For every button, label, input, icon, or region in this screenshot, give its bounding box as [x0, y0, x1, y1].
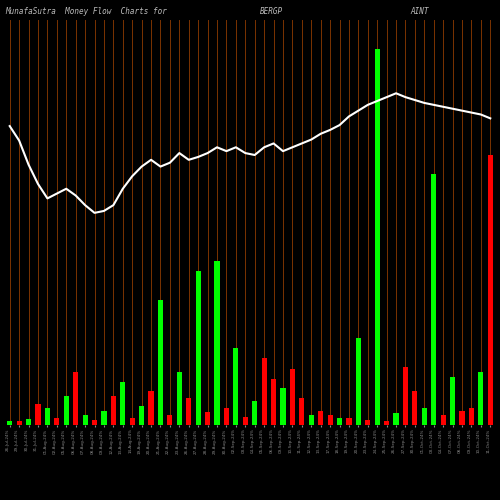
Bar: [139, 406, 144, 425]
Bar: [469, 408, 474, 425]
Bar: [271, 378, 276, 425]
Bar: [36, 404, 41, 425]
Bar: [148, 391, 154, 425]
Bar: [158, 300, 163, 425]
Bar: [92, 420, 97, 425]
Bar: [450, 377, 455, 425]
Bar: [356, 338, 361, 425]
Bar: [16, 421, 21, 425]
Bar: [431, 174, 436, 425]
Bar: [460, 410, 464, 425]
Bar: [176, 372, 182, 425]
Bar: [440, 416, 446, 425]
Bar: [488, 155, 493, 425]
Bar: [196, 270, 201, 425]
Bar: [422, 408, 427, 425]
Bar: [365, 420, 370, 425]
Bar: [214, 261, 220, 425]
Bar: [384, 421, 389, 425]
Bar: [394, 414, 398, 425]
Bar: [234, 348, 238, 425]
Bar: [318, 410, 324, 425]
Bar: [120, 382, 126, 425]
Bar: [403, 367, 408, 425]
Bar: [130, 418, 135, 425]
Bar: [26, 419, 31, 425]
Bar: [168, 416, 172, 425]
Text: BERGP: BERGP: [260, 8, 283, 16]
Bar: [252, 401, 258, 425]
Bar: [111, 396, 116, 425]
Bar: [346, 418, 352, 425]
Bar: [374, 49, 380, 425]
Bar: [54, 418, 60, 425]
Bar: [337, 418, 342, 425]
Bar: [224, 408, 229, 425]
Bar: [7, 421, 12, 425]
Bar: [64, 396, 69, 425]
Bar: [73, 372, 78, 425]
Bar: [186, 398, 192, 425]
Bar: [412, 391, 418, 425]
Text: MunafaSutra  Money Flow  Charts for: MunafaSutra Money Flow Charts for: [5, 8, 167, 16]
Bar: [102, 410, 106, 425]
Text: AINT: AINT: [410, 8, 428, 16]
Bar: [262, 358, 266, 425]
Bar: [280, 388, 285, 425]
Bar: [478, 372, 484, 425]
Bar: [242, 418, 248, 425]
Bar: [205, 412, 210, 425]
Bar: [308, 416, 314, 425]
Bar: [299, 398, 304, 425]
Bar: [82, 416, 87, 425]
Bar: [45, 408, 50, 425]
Bar: [328, 416, 332, 425]
Bar: [290, 369, 295, 425]
